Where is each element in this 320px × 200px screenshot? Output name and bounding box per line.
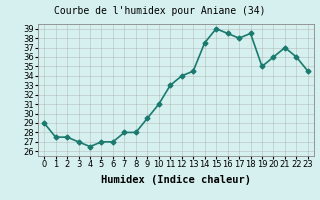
X-axis label: Humidex (Indice chaleur): Humidex (Indice chaleur) [101, 175, 251, 185]
Text: Courbe de l'humidex pour Aniane (34): Courbe de l'humidex pour Aniane (34) [54, 6, 266, 16]
